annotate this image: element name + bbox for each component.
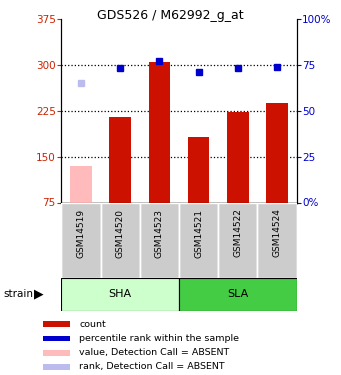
Bar: [43, 336, 70, 341]
Text: GSM14520: GSM14520: [116, 209, 125, 258]
Text: GSM14524: GSM14524: [272, 209, 282, 257]
Bar: [218, 202, 257, 278]
Text: GDS526 / M62992_g_at: GDS526 / M62992_g_at: [97, 9, 244, 22]
Bar: [257, 202, 297, 278]
Text: ▶: ▶: [34, 288, 44, 301]
Bar: [43, 350, 70, 355]
Text: value, Detection Call = ABSENT: value, Detection Call = ABSENT: [79, 348, 229, 357]
Text: SHA: SHA: [109, 290, 132, 299]
Bar: [43, 321, 70, 327]
Bar: [70, 166, 92, 202]
Text: GSM14519: GSM14519: [76, 209, 86, 258]
Bar: [227, 112, 249, 202]
Bar: [266, 103, 288, 202]
Text: GSM14522: GSM14522: [233, 209, 242, 257]
Bar: [101, 202, 140, 278]
Text: GSM14523: GSM14523: [155, 209, 164, 258]
Bar: [43, 364, 70, 370]
Bar: [188, 137, 209, 202]
Text: SLA: SLA: [227, 290, 249, 299]
Bar: [140, 202, 179, 278]
Text: strain: strain: [3, 290, 33, 299]
Bar: [179, 202, 218, 278]
Bar: [61, 278, 179, 311]
Bar: [109, 117, 131, 202]
Text: percentile rank within the sample: percentile rank within the sample: [79, 334, 239, 343]
Bar: [61, 202, 101, 278]
Text: GSM14521: GSM14521: [194, 209, 203, 258]
Text: count: count: [79, 320, 106, 329]
Bar: [149, 62, 170, 202]
Bar: [179, 278, 297, 311]
Text: rank, Detection Call = ABSENT: rank, Detection Call = ABSENT: [79, 363, 225, 372]
